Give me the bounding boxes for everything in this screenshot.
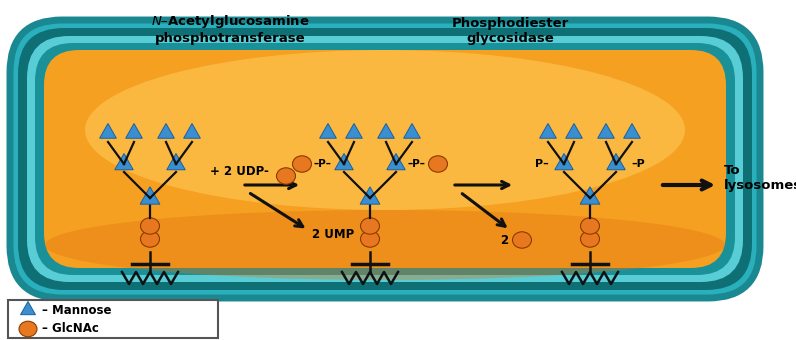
Polygon shape — [580, 187, 600, 204]
Polygon shape — [184, 123, 201, 138]
Polygon shape — [100, 123, 116, 138]
Polygon shape — [166, 153, 185, 170]
Text: – Mannose: – Mannose — [42, 304, 111, 317]
Ellipse shape — [45, 210, 725, 280]
Polygon shape — [623, 123, 640, 138]
Ellipse shape — [85, 50, 685, 210]
Polygon shape — [126, 123, 142, 138]
Ellipse shape — [361, 218, 380, 234]
Ellipse shape — [141, 231, 159, 247]
Ellipse shape — [428, 156, 447, 172]
Ellipse shape — [361, 231, 380, 247]
Polygon shape — [387, 153, 405, 170]
Polygon shape — [607, 153, 625, 170]
Polygon shape — [335, 153, 353, 170]
Text: glycosidase: glycosidase — [466, 32, 554, 45]
Text: $\it{N}$–Acetylglucosamine: $\it{N}$–Acetylglucosamine — [150, 13, 310, 30]
Polygon shape — [540, 123, 556, 138]
Ellipse shape — [513, 232, 532, 248]
Ellipse shape — [580, 231, 599, 247]
Polygon shape — [404, 123, 420, 138]
Text: – GlcNAc: – GlcNAc — [42, 323, 99, 336]
Ellipse shape — [141, 218, 159, 234]
FancyBboxPatch shape — [10, 20, 760, 298]
Text: + 2 UDP-: + 2 UDP- — [210, 165, 269, 178]
FancyBboxPatch shape — [44, 50, 726, 268]
FancyBboxPatch shape — [27, 36, 743, 282]
Polygon shape — [555, 153, 573, 170]
Ellipse shape — [19, 321, 37, 337]
Polygon shape — [345, 123, 362, 138]
Polygon shape — [377, 123, 394, 138]
Ellipse shape — [292, 156, 311, 172]
Text: Phosphodiester: Phosphodiester — [451, 17, 568, 30]
Text: –P–: –P– — [407, 159, 425, 169]
Text: phosphotransferase: phosphotransferase — [154, 32, 306, 45]
FancyBboxPatch shape — [8, 300, 218, 338]
Text: 2: 2 — [500, 234, 508, 246]
Text: 2 UMP: 2 UMP — [312, 228, 354, 241]
Text: To
lysosomes: To lysosomes — [724, 164, 796, 192]
Polygon shape — [158, 123, 174, 138]
Ellipse shape — [276, 168, 295, 184]
Polygon shape — [140, 187, 160, 204]
Ellipse shape — [580, 218, 599, 234]
Polygon shape — [21, 302, 36, 315]
Polygon shape — [360, 187, 380, 204]
Polygon shape — [115, 153, 133, 170]
Polygon shape — [598, 123, 615, 138]
Polygon shape — [566, 123, 583, 138]
FancyBboxPatch shape — [35, 43, 735, 275]
Text: P–: P– — [535, 159, 549, 169]
Text: –P: –P — [631, 159, 645, 169]
Text: –P–: –P– — [314, 159, 332, 169]
FancyBboxPatch shape — [18, 28, 752, 290]
Polygon shape — [320, 123, 337, 138]
